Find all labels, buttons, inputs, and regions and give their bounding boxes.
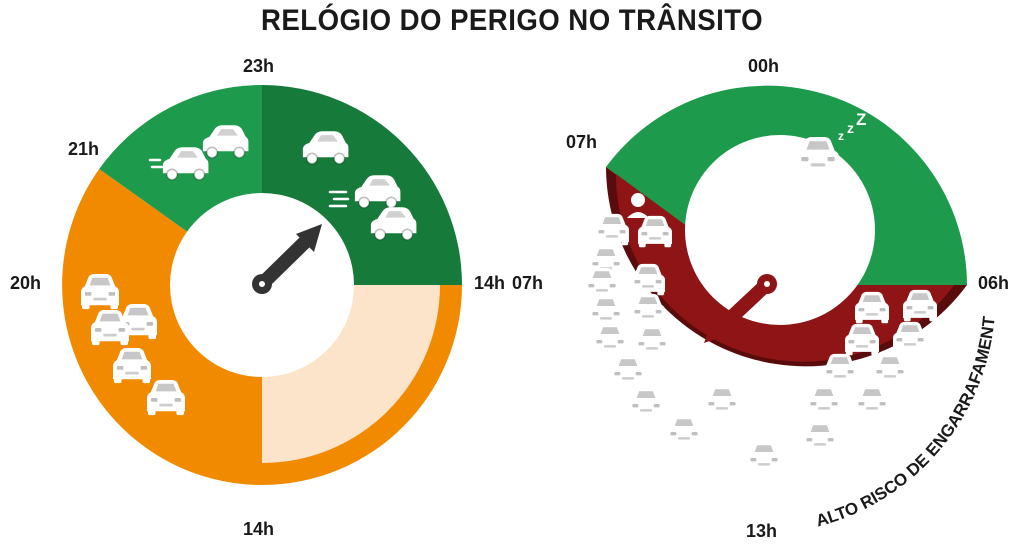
orange-segment xyxy=(62,169,263,485)
stressed-person-icon xyxy=(627,193,649,218)
page-title: RELÓGIO DO PERIGO NO TRÂNSITO xyxy=(260,4,764,37)
left-label-right: 14h xyxy=(474,273,506,293)
svg-text:z: z xyxy=(847,120,854,136)
left-label-top-left: 21h xyxy=(68,139,100,159)
stressed-person-icon xyxy=(662,357,702,396)
clock-center xyxy=(685,135,875,325)
sleep-icon: z z Z xyxy=(797,110,866,176)
car-icon xyxy=(855,385,889,418)
car-icon xyxy=(635,325,669,358)
left-label-bottom: 14h xyxy=(243,519,275,539)
car-icon xyxy=(667,415,701,448)
car-icon xyxy=(593,323,627,356)
car-icon xyxy=(803,421,837,454)
right-label-top-left: 07h xyxy=(566,132,598,152)
left-label-top: 23h xyxy=(243,56,275,76)
angry-driver-icon xyxy=(714,424,742,463)
car-icon xyxy=(747,441,781,474)
car-icon xyxy=(873,353,907,386)
car-icon xyxy=(589,295,623,328)
right-label-left: 07h xyxy=(512,273,544,293)
clock-hand-icon xyxy=(252,224,322,294)
car-icon xyxy=(705,385,739,418)
left-label-left: 20h xyxy=(10,273,42,293)
right-label-right: 06h xyxy=(978,273,1010,293)
car-icon xyxy=(807,385,841,418)
left-clock xyxy=(62,85,462,485)
right-label-bottom: 13h xyxy=(746,521,778,541)
svg-text:z: z xyxy=(838,129,844,143)
car-icon xyxy=(611,355,645,388)
clock-hand-icon xyxy=(704,274,777,343)
angry-driver-icon xyxy=(758,394,786,433)
car-icon xyxy=(629,387,663,420)
speed-lines-icon xyxy=(148,158,350,208)
right-label-top: 00h xyxy=(748,56,780,76)
svg-text:Z: Z xyxy=(856,110,866,129)
